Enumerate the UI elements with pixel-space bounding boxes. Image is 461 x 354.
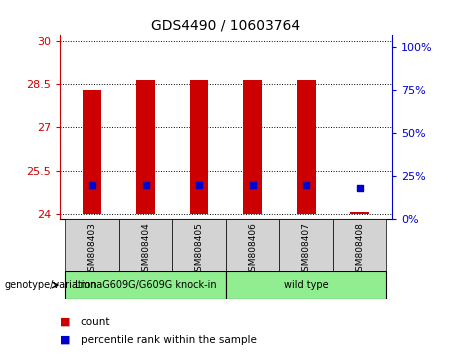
Text: GSM808403: GSM808403 bbox=[88, 222, 96, 277]
Text: GSM808404: GSM808404 bbox=[141, 222, 150, 277]
Point bbox=[249, 182, 256, 188]
Point bbox=[195, 182, 203, 188]
Point bbox=[302, 182, 310, 188]
Bar bbox=[190, 80, 208, 214]
Text: GSM808405: GSM808405 bbox=[195, 222, 204, 277]
Point bbox=[89, 182, 96, 188]
Point bbox=[356, 185, 363, 191]
Point bbox=[142, 182, 149, 188]
Bar bbox=[83, 90, 101, 214]
Bar bbox=[136, 80, 155, 214]
Bar bbox=[119, 219, 172, 271]
Bar bbox=[65, 271, 226, 299]
Text: ■: ■ bbox=[60, 335, 71, 345]
Text: ■: ■ bbox=[60, 317, 71, 327]
Bar bbox=[65, 219, 119, 271]
Text: wild type: wild type bbox=[284, 280, 329, 290]
Text: GSM808408: GSM808408 bbox=[355, 222, 364, 277]
Bar bbox=[226, 271, 386, 299]
Bar bbox=[350, 212, 369, 214]
Text: genotype/variation: genotype/variation bbox=[5, 280, 97, 290]
Bar bbox=[172, 219, 226, 271]
Text: GSM808406: GSM808406 bbox=[248, 222, 257, 277]
Bar bbox=[297, 80, 316, 214]
Bar bbox=[279, 219, 333, 271]
Text: GSM808407: GSM808407 bbox=[301, 222, 311, 277]
Bar bbox=[333, 219, 386, 271]
Text: LmnaG609G/G609G knock-in: LmnaG609G/G609G knock-in bbox=[75, 280, 216, 290]
Text: percentile rank within the sample: percentile rank within the sample bbox=[81, 335, 257, 345]
Bar bbox=[226, 219, 279, 271]
Title: GDS4490 / 10603764: GDS4490 / 10603764 bbox=[151, 19, 301, 33]
Bar bbox=[243, 80, 262, 214]
Text: count: count bbox=[81, 317, 110, 327]
